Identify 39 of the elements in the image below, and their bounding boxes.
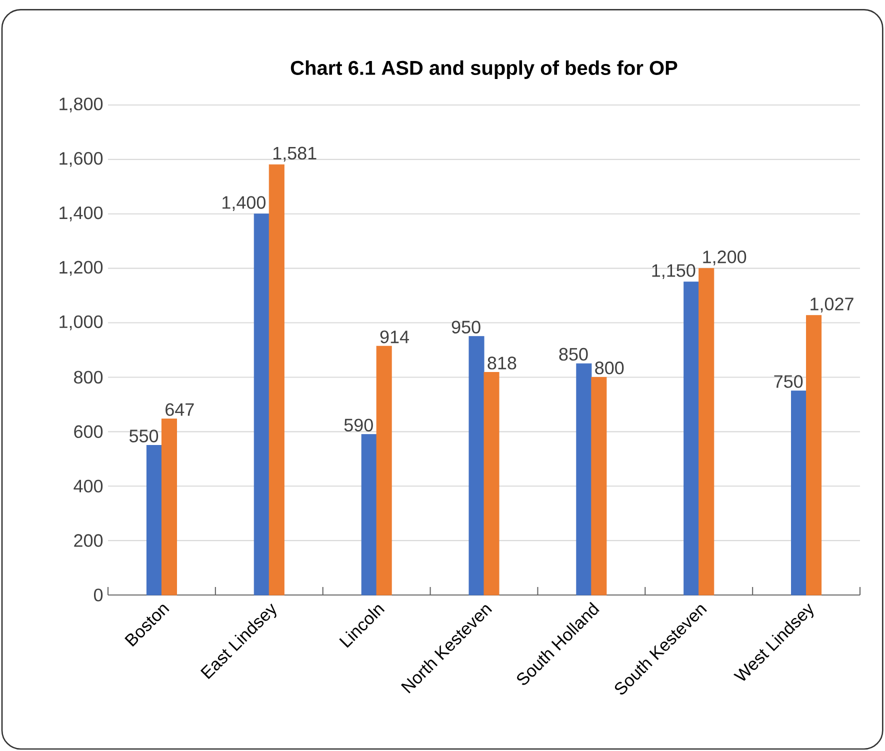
- data-label: 850: [559, 348, 588, 361]
- y-tick-label: 800: [74, 370, 103, 384]
- y-tick-label: 1,400: [60, 206, 103, 222]
- bar: [684, 282, 700, 596]
- y-tick-label: 1,000: [60, 315, 103, 330]
- y-tick-label: 200: [74, 534, 103, 547]
- data-label: 550: [129, 430, 158, 442]
- bar: [576, 363, 592, 596]
- data-label: 800: [595, 362, 624, 374]
- bar: [161, 418, 177, 596]
- bar: [591, 376, 607, 596]
- data-label: 590: [344, 418, 373, 432]
- bar: [791, 390, 807, 596]
- data-label: 1,200: [703, 250, 746, 266]
- data-label: 647: [166, 403, 194, 416]
- bar: [806, 315, 822, 596]
- bar: [254, 214, 270, 596]
- chart-title: Chart 6.1 ASD and supply of beds for OP: [290, 60, 678, 79]
- bar: [361, 434, 377, 596]
- data-label: 1,150: [652, 264, 696, 280]
- data-label: 1,027: [810, 298, 854, 312]
- bar: [376, 346, 392, 596]
- y-tick-label: 1,200: [60, 260, 103, 276]
- y-tick-label: 1,600: [60, 152, 103, 167]
- y-tick-label: 0: [94, 588, 103, 602]
- bar: [484, 372, 500, 596]
- bar: [146, 445, 162, 596]
- data-label: 750: [774, 375, 803, 388]
- bar: [468, 336, 484, 596]
- bar: [268, 164, 284, 596]
- y-tick-label: 400: [74, 480, 103, 492]
- data-label: 1,400: [222, 196, 266, 211]
- y-tick-label: 600: [74, 425, 103, 438]
- data-label: 1,581: [273, 146, 316, 162]
- data-label: 914: [380, 330, 410, 344]
- bar: [698, 268, 714, 596]
- y-tick-label: 1,800: [60, 98, 103, 112]
- data-label: 818: [488, 356, 516, 370]
- data-label: 950: [452, 320, 480, 334]
